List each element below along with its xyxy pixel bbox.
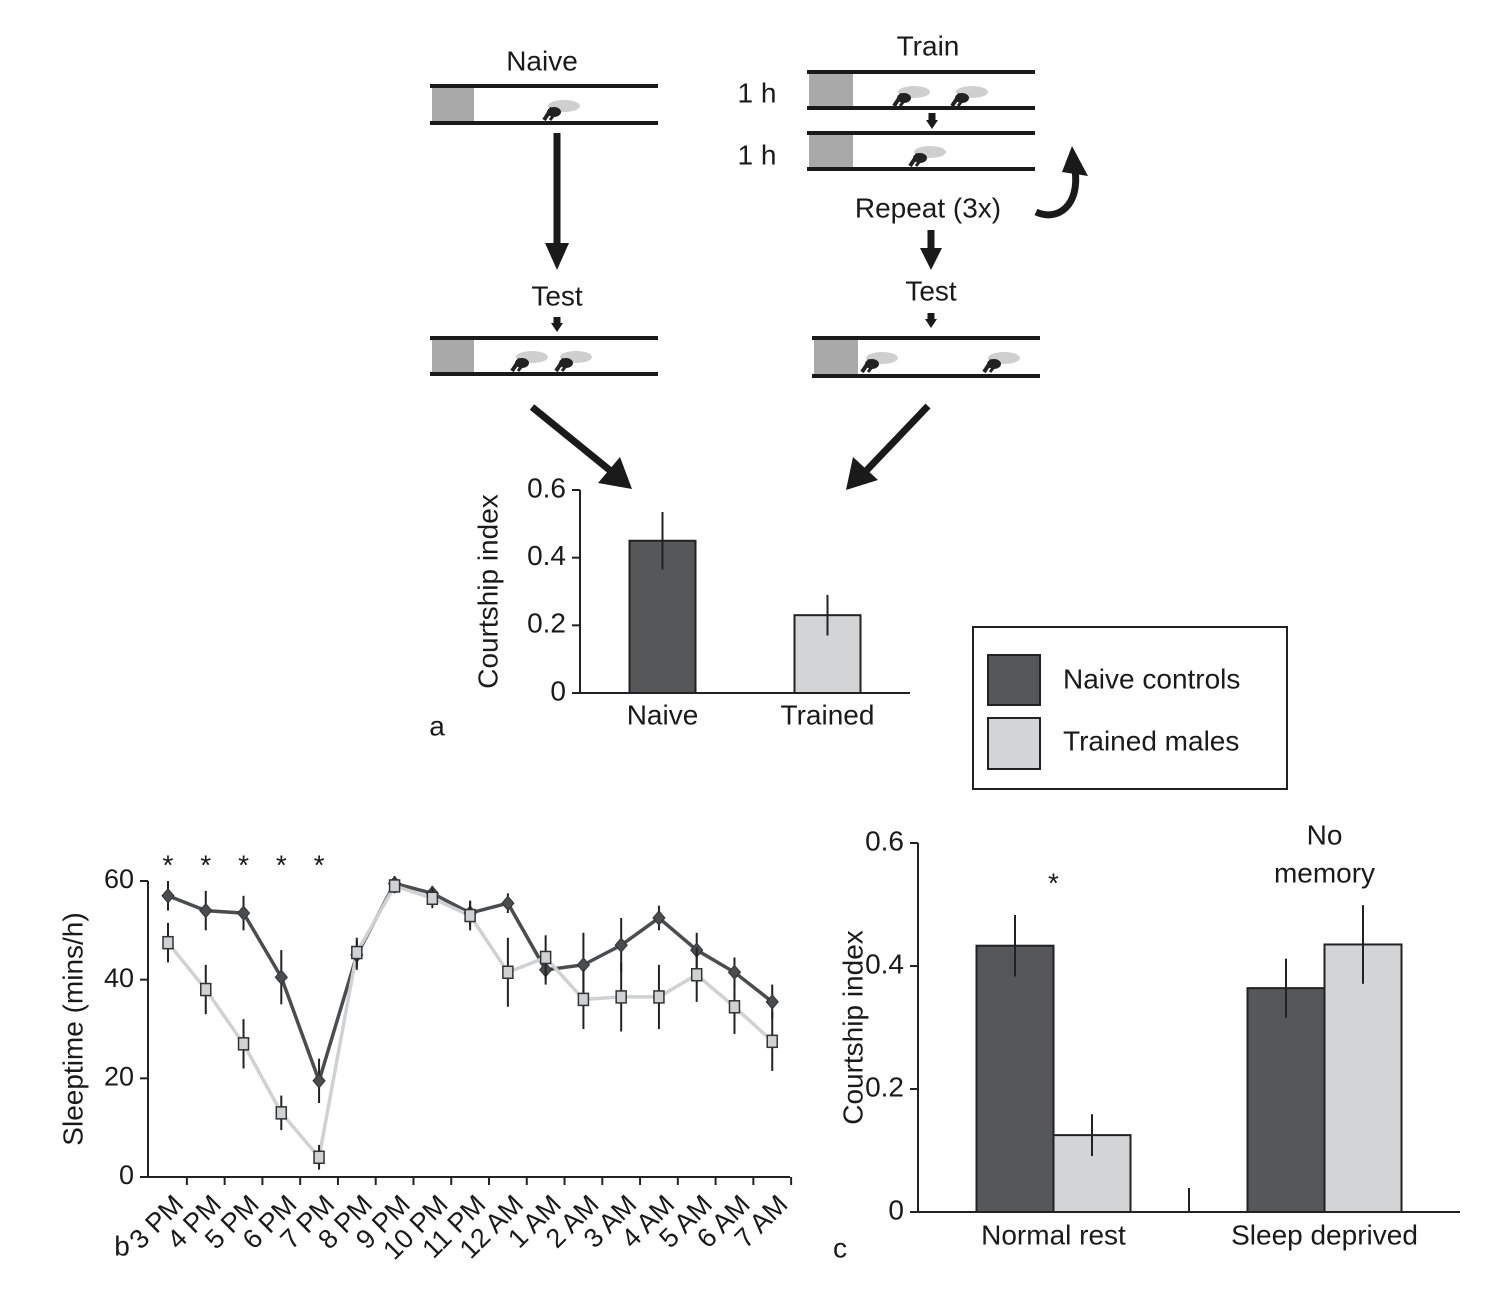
y-axis-label: Courtship index — [837, 930, 868, 1125]
y-tick-label: 0.2 — [527, 608, 566, 639]
panel-label: b — [114, 1230, 130, 1261]
marker — [388, 879, 401, 893]
marker — [765, 994, 779, 1010]
y-tick-label: 20 — [104, 1061, 134, 1091]
y-tick-label: 0.4 — [865, 948, 904, 979]
annotation: No — [1307, 820, 1343, 851]
charts: 0 0.2 0.4 0.6 Courtship index a Naive Trained 0 2… — [57, 472, 1460, 1265]
panel-label: a — [429, 710, 445, 741]
annotation: * — [1048, 867, 1059, 898]
x-tick-label: Normal rest — [981, 1219, 1126, 1250]
marker — [539, 950, 552, 965]
legend-label: Naive controls — [1063, 663, 1240, 694]
legend-swatch — [987, 717, 1041, 770]
y-tick-label: 40 — [104, 963, 134, 993]
marker — [161, 888, 175, 904]
repeat-label: Repeat (3x) — [855, 192, 1001, 223]
marker — [653, 990, 665, 1004]
y-tick-label: 0 — [119, 1160, 134, 1190]
significance-mark: * — [276, 849, 287, 880]
test-label: Test — [905, 275, 957, 306]
marker — [690, 967, 703, 982]
x-tick-label: Naive — [627, 699, 699, 730]
significance-mark: * — [238, 849, 249, 880]
significance-mark: * — [163, 849, 174, 880]
x-tick-label: Trained — [781, 699, 875, 730]
diagram: Naive Test Train 1 h 1 h Repeat (3x) Tes… — [430, 30, 1088, 490]
y-axis-label: Sleeptime (mins/h) — [57, 912, 88, 1145]
y-tick-label: 0.6 — [527, 472, 566, 503]
marker — [464, 908, 476, 923]
marker — [237, 1037, 250, 1051]
marker — [274, 969, 288, 985]
train-step: 1 h — [738, 77, 777, 108]
y-tick-label: 0 — [888, 1194, 904, 1225]
bar — [1323, 943, 1403, 1213]
marker — [351, 945, 363, 960]
legend: Naive controls Trained males — [972, 626, 1288, 790]
y-tick-label: 0.4 — [527, 540, 566, 571]
marker — [615, 990, 627, 1004]
marker — [577, 992, 590, 1007]
marker — [501, 895, 515, 911]
marker — [576, 957, 591, 973]
legend-swatch — [987, 654, 1041, 706]
annotation: memory — [1274, 858, 1375, 889]
significance-mark: * — [314, 849, 325, 880]
marker — [275, 1106, 288, 1120]
marker — [236, 905, 251, 921]
y-tick-label: 0.2 — [865, 1071, 904, 1102]
marker — [502, 965, 514, 980]
train-step: 1 h — [738, 139, 777, 170]
marker — [727, 964, 742, 981]
legend-label: Trained males — [1063, 725, 1239, 756]
panel-label: c — [833, 1232, 847, 1263]
x-tick-label: Sleep deprived — [1231, 1219, 1418, 1250]
marker — [162, 935, 174, 950]
marker — [728, 1000, 741, 1014]
y-tick-label: 0.6 — [865, 825, 904, 856]
y-axis-label: Courtship index — [472, 494, 503, 689]
marker — [200, 982, 212, 997]
marker — [614, 937, 628, 953]
test-label: Test — [531, 280, 583, 311]
y-tick-label: 60 — [104, 864, 134, 894]
bar — [1246, 987, 1326, 1214]
marker — [652, 910, 666, 926]
y-tick-label: 0 — [550, 675, 566, 706]
marker — [199, 902, 213, 919]
bar — [975, 944, 1055, 1214]
bar — [628, 539, 697, 694]
marker — [313, 1150, 325, 1165]
marker — [766, 1034, 778, 1049]
marker — [426, 891, 439, 906]
significance-mark: * — [200, 849, 211, 880]
marker — [312, 1073, 326, 1089]
naive-label: Naive — [506, 45, 578, 76]
train-label: Train — [897, 30, 960, 61]
